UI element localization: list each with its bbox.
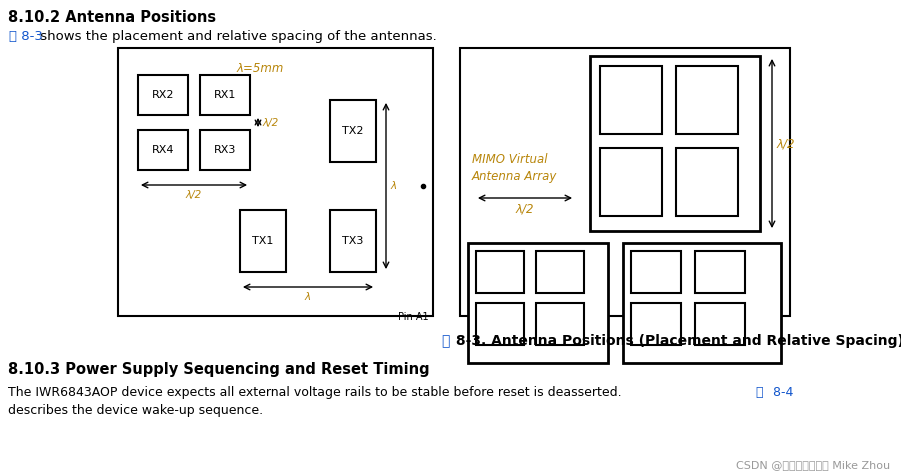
Bar	[600, 148, 662, 216]
Text: λ/2: λ/2	[777, 137, 796, 150]
Text: TX2: TX2	[342, 126, 364, 136]
Bar	[200, 130, 250, 170]
Bar	[676, 148, 738, 216]
Bar	[460, 48, 790, 316]
Text: λ: λ	[390, 181, 396, 191]
Bar	[600, 66, 662, 134]
Text: λ/2: λ/2	[186, 190, 202, 200]
Text: RX2: RX2	[151, 90, 174, 100]
Text: RX4: RX4	[151, 145, 174, 155]
Bar	[590, 56, 760, 231]
Text: 图: 图	[441, 334, 450, 348]
Bar	[623, 243, 781, 363]
Bar	[695, 251, 745, 293]
Bar	[695, 303, 745, 345]
Text: describes the device wake-up sequence.: describes the device wake-up sequence.	[8, 404, 263, 417]
Text: λ/2: λ/2	[515, 202, 534, 215]
Text: CSDN @网易独家音乐人 Mike Zhou: CSDN @网易独家音乐人 Mike Zhou	[736, 460, 890, 470]
Text: The IWR6843AOP device expects all external voltage rails to be stable before res: The IWR6843AOP device expects all extern…	[8, 386, 630, 399]
Bar	[676, 66, 738, 134]
Text: 8.10.2 Antenna Positions: 8.10.2 Antenna Positions	[8, 10, 216, 25]
Bar	[118, 48, 433, 316]
Bar	[330, 210, 376, 272]
Text: 8-3: 8-3	[17, 30, 43, 43]
Text: RX3: RX3	[214, 145, 236, 155]
Text: RX1: RX1	[214, 90, 236, 100]
Bar	[200, 75, 250, 115]
Bar	[536, 251, 584, 293]
Text: TX3: TX3	[342, 236, 364, 246]
Text: λ=5mm: λ=5mm	[236, 62, 284, 75]
Text: 8-3. Antenna Positions (Placement and Relative Spacing): 8-3. Antenna Positions (Placement and Re…	[451, 334, 901, 348]
Text: shows the placement and relative spacing of the antennas.: shows the placement and relative spacing…	[36, 30, 437, 43]
Bar	[138, 75, 188, 115]
Text: Pin A1: Pin A1	[398, 312, 429, 322]
Bar	[240, 210, 286, 272]
Text: 图: 图	[755, 386, 762, 399]
Bar	[476, 251, 524, 293]
Bar	[631, 303, 681, 345]
Text: TX1: TX1	[252, 236, 274, 246]
Bar	[536, 303, 584, 345]
Bar	[631, 251, 681, 293]
Text: 图: 图	[8, 30, 16, 43]
Text: λ/2: λ/2	[262, 118, 278, 128]
Bar	[468, 243, 608, 363]
Bar	[330, 100, 376, 162]
Text: 8-4: 8-4	[769, 386, 794, 399]
Bar	[476, 303, 524, 345]
Text: MIMO Virtual
Antenna Array: MIMO Virtual Antenna Array	[472, 153, 558, 183]
Bar	[138, 130, 188, 170]
Text: λ: λ	[305, 292, 311, 302]
Text: 8.10.3 Power Supply Sequencing and Reset Timing: 8.10.3 Power Supply Sequencing and Reset…	[8, 362, 430, 377]
